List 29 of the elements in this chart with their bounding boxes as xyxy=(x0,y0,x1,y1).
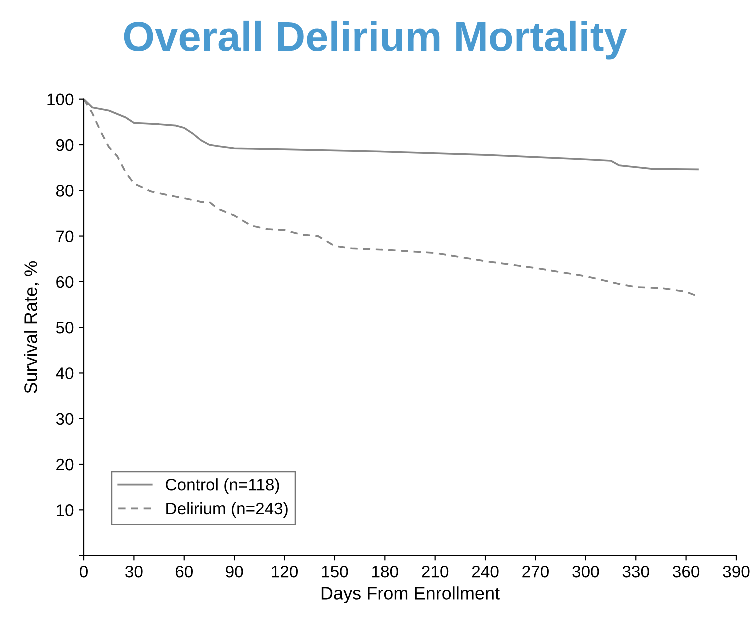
y-tick-label: 80 xyxy=(56,185,74,197)
x-tick-label: 180 xyxy=(372,566,398,578)
x-tick-label: 30 xyxy=(126,566,143,578)
y-tick-label: 40 xyxy=(56,368,74,380)
y-tick-label: 70 xyxy=(56,230,74,242)
y-tick-label: 10 xyxy=(57,504,74,516)
y-axis-title: Survival Rate, % xyxy=(24,261,40,394)
y-tick-label: 50 xyxy=(56,322,74,334)
x-tick-label: 0 xyxy=(80,566,88,578)
y-tick-label: 90 xyxy=(56,139,74,152)
x-axis-title: Days From Enrollment xyxy=(322,586,500,604)
legend-label: Delirium (n=243) xyxy=(166,502,288,518)
x-tick-label: 360 xyxy=(673,566,700,578)
legend-label: Control (n=118) xyxy=(166,478,280,494)
x-tick-label: 240 xyxy=(472,566,499,578)
y-tick-label: 30 xyxy=(56,413,74,426)
x-tick-label: 120 xyxy=(272,566,298,578)
y-tick-label: 60 xyxy=(56,276,74,288)
x-tick-label: 90 xyxy=(226,566,244,578)
chart-title: Overall Delirium Mortality xyxy=(124,20,628,60)
x-tick-label: 330 xyxy=(622,566,650,578)
x-tick-label: 270 xyxy=(522,566,549,578)
x-tick-label: 390 xyxy=(723,566,750,578)
x-tick-label: 60 xyxy=(176,566,194,578)
y-tick-label: 20 xyxy=(56,458,74,471)
x-tick-label: 210 xyxy=(422,566,449,578)
x-tick-label: 300 xyxy=(572,566,600,578)
y-tick-label: 100 xyxy=(48,94,74,106)
x-tick-label: 150 xyxy=(322,566,348,578)
